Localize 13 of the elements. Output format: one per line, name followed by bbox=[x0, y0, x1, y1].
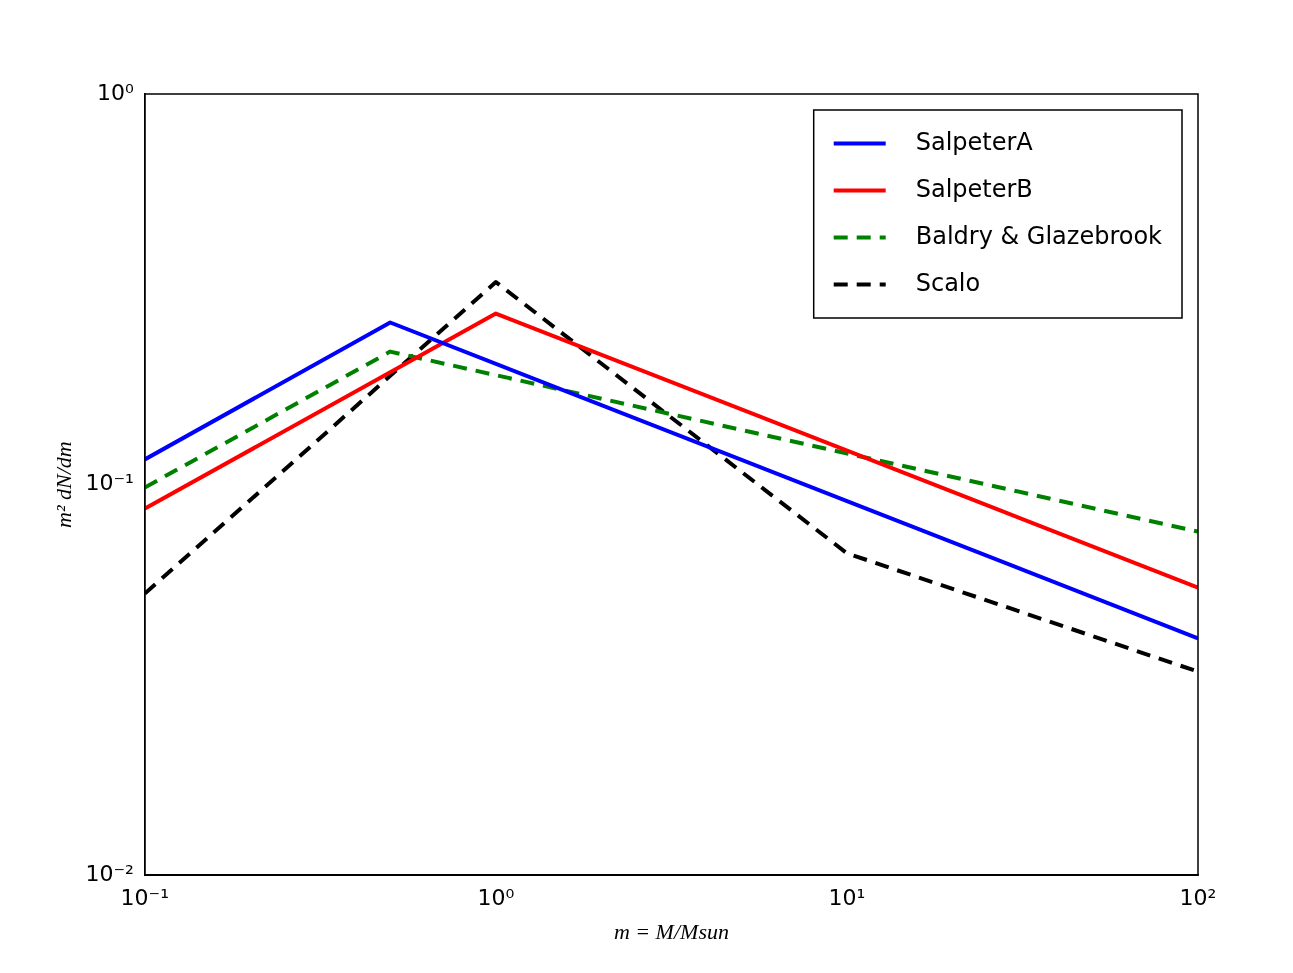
x-tick-label: 10¹ bbox=[828, 885, 866, 911]
legend-label: Scalo bbox=[915, 268, 981, 297]
legend-label: SalpeterB bbox=[915, 174, 1033, 203]
y-tick-label: 10⁻¹ bbox=[85, 470, 134, 496]
x-axis-title: m = M/Msun bbox=[613, 918, 729, 944]
x-tick-label: 10⁻¹ bbox=[120, 885, 170, 911]
legend-label: Baldry & Glazebrook bbox=[915, 221, 1163, 250]
y-tick-label: 10⁻² bbox=[85, 860, 134, 886]
y-axis-title: m² dN/dm bbox=[50, 441, 76, 528]
legend-label: SalpeterA bbox=[915, 127, 1034, 156]
x-tick-label: 10⁰ bbox=[477, 885, 515, 911]
y-tick-label: 10⁰ bbox=[97, 79, 134, 105]
x-tick-label: 10² bbox=[1179, 885, 1217, 911]
